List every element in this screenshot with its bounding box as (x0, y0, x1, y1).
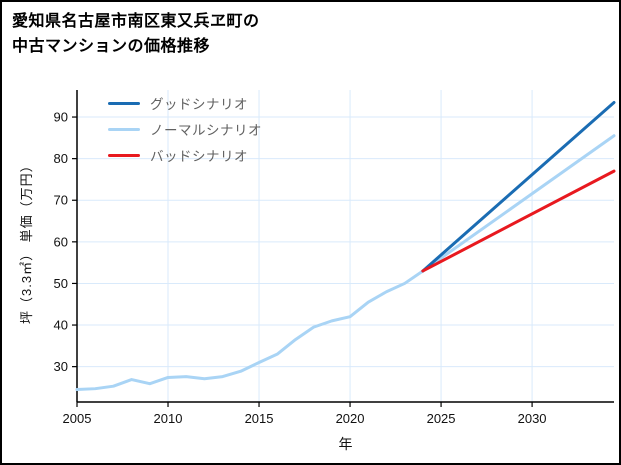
series-line-bad-scenario (421, 169, 616, 273)
legend-item-normal-scenario: ノーマルシナリオ (108, 120, 262, 138)
series-line-normal-scenario (75, 134, 616, 392)
legend-label-bad-scenario: バッドシナリオ (150, 149, 248, 164)
x-tick-label: 2015 (245, 411, 274, 426)
legend-item-bad-scenario: バッドシナリオ (108, 146, 262, 164)
legend-swatch-good-scenario (108, 101, 140, 105)
x-tick-label: 2025 (427, 411, 456, 426)
x-tick-label: 2005 (63, 411, 92, 426)
legend-label-normal-scenario: ノーマルシナリオ (150, 123, 262, 138)
legend-item-good-scenario: グッドシナリオ (108, 94, 262, 112)
legend-swatch-normal-scenario (108, 127, 140, 131)
legend-label-good-scenario: グッドシナリオ (150, 97, 248, 112)
chart-title: 愛知県名古屋市南区東又兵ヱ町の 中古マンションの価格推移 (12, 10, 260, 60)
chart-title-line1: 愛知県名古屋市南区東又兵ヱ町の (12, 13, 260, 30)
y-tick-label: 90 (54, 110, 68, 125)
x-tick-label: 2030 (518, 411, 547, 426)
y-tick-label: 50 (54, 276, 68, 291)
x-tick-label: 2020 (336, 411, 365, 426)
chart-title-line2: 中古マンションの価格推移 (12, 37, 211, 55)
y-axis-label: 坪（3.3㎡） 単価（万円） (19, 158, 34, 324)
y-tick-label: 40 (54, 318, 68, 333)
legend: グッドシナリオ ノーマルシナリオ バッドシナリオ (108, 94, 262, 172)
y-tick-label: 80 (54, 151, 68, 166)
x-tick-label: 2010 (154, 411, 183, 426)
y-tick-label: 70 (54, 193, 68, 208)
legend-swatch-bad-scenario (108, 153, 140, 157)
y-tick-label: 30 (54, 359, 68, 374)
series-line-good-scenario (421, 100, 616, 273)
x-axis-label: 年 (338, 436, 353, 452)
y-tick-label: 60 (54, 234, 68, 249)
